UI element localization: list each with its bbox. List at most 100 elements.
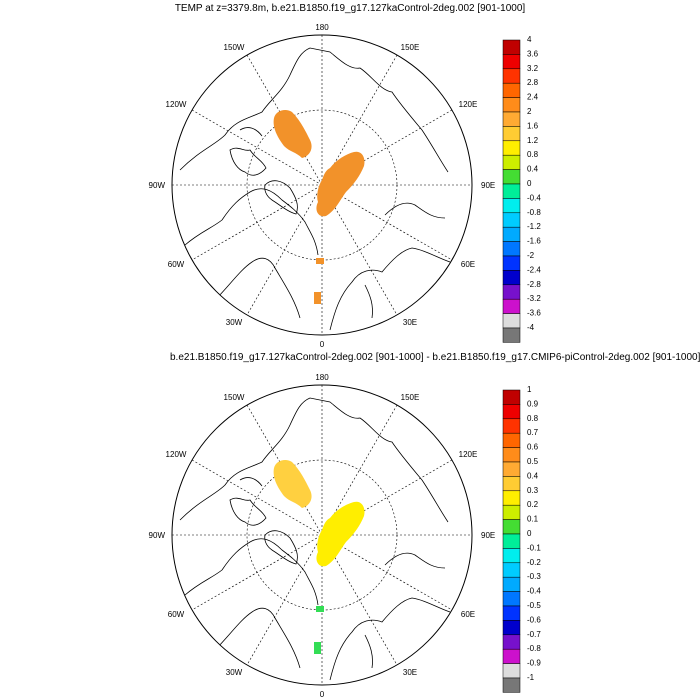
colorbar-tick-label: 0.4 <box>527 471 539 480</box>
lon-label-150w: 150W <box>224 43 245 52</box>
colorbar-tick-label: -3.6 <box>527 309 541 318</box>
lon-label-150e: 150E <box>401 43 420 52</box>
colorbar-swatch <box>502 591 521 607</box>
colorbar-swatch <box>502 432 521 448</box>
colorbar-swatch <box>502 126 521 142</box>
colorbar-tick-label: -0.8 <box>527 644 541 653</box>
panel-2-title: b.e21.B1850.f19_g17.127kaControl-2deg.00… <box>170 352 700 363</box>
colorbar-swatch <box>502 327 521 343</box>
colorbar-tick-label: -0.4 <box>527 587 541 596</box>
lon-label-180: 180 <box>315 23 329 32</box>
colorbar-tick-label: 1 <box>527 385 532 394</box>
colorbar-tick-label: -0.3 <box>527 572 541 581</box>
lon-label-30w: 30W <box>226 668 243 677</box>
colorbar-tick-label: -0.5 <box>527 601 541 610</box>
colorbar-swatch <box>502 519 521 535</box>
colorbar-tick-label: 0 <box>527 179 532 188</box>
colorbar-tick-label: -2 <box>527 251 535 260</box>
colorbar-swatch <box>502 111 521 127</box>
colorbar-swatch <box>502 212 521 228</box>
colorbar-swatch <box>502 241 521 257</box>
colorbar-swatch <box>502 620 521 636</box>
colorbar-swatch <box>502 548 521 564</box>
lon-label-120e: 120E <box>459 450 478 459</box>
lon-label-30e: 30E <box>403 318 417 327</box>
panel-2-map: 180 0 90W 90E 150W 120W 150E 120E 60W 30… <box>149 373 496 699</box>
lon-label-0: 0 <box>320 340 325 349</box>
lon-label-150w: 150W <box>224 393 245 402</box>
lon-label-120e: 120E <box>459 100 478 109</box>
anomaly-region-small-1 <box>316 606 324 612</box>
colorbar-swatch <box>502 461 521 477</box>
colorbar-tick-label: 1.6 <box>527 121 539 130</box>
colorbar-tick-label: 2.4 <box>527 93 539 102</box>
anomaly-region-small-1 <box>316 258 324 264</box>
anomaly-region-canada <box>273 460 312 508</box>
colorbar-tick-label: 3.2 <box>527 64 539 73</box>
colorbar-tick-label: 3.6 <box>527 49 539 58</box>
colorbar-swatch <box>502 576 521 592</box>
colorbar-tick-label: -1.2 <box>527 222 541 231</box>
colorbar-swatch <box>502 476 521 492</box>
lon-label-60e: 60E <box>461 610 475 619</box>
colorbar-swatch <box>502 183 521 199</box>
lon-label-120w: 120W <box>166 100 187 109</box>
colorbar-swatch <box>502 634 521 650</box>
colorbar-swatch <box>502 605 521 621</box>
colorbar-swatch <box>502 270 521 286</box>
colorbar-tick-label: -0.2 <box>527 558 541 567</box>
anomaly-region-small-2 <box>314 292 321 304</box>
colorbar-swatch <box>502 169 521 185</box>
colorbar-tick-label: 0.8 <box>527 414 539 423</box>
colorbar-1: 4 3.6 3.2 2.8 2.4 2 1.6 1.2 0.8 0.4 0 -0.4 -0.8 -1.2 -… <box>502 35 541 343</box>
colorbar-tick-label: 1.2 <box>527 136 539 145</box>
colorbar-tick-label: 0.3 <box>527 486 539 495</box>
colorbar-swatch <box>502 154 521 170</box>
lon-label-30e: 30E <box>403 668 417 677</box>
colorbar-swatch <box>502 97 521 113</box>
lon-label-0: 0 <box>320 690 325 699</box>
panel-1-map: 180 0 90W 90E 150W 120W 150E 120E 60W 30… <box>149 23 496 349</box>
colorbar-tick-label: -2.8 <box>527 280 541 289</box>
colorbar-swatch <box>502 562 521 578</box>
colorbar-tick-label: -0.1 <box>527 543 541 552</box>
colorbar-swatch <box>502 226 521 242</box>
colorbar-tick-label: 2 <box>527 107 532 116</box>
colorbar-tick-label: 0.1 <box>527 515 539 524</box>
colorbar-swatch <box>502 39 521 55</box>
lon-label-60e: 60E <box>461 260 475 269</box>
lon-label-60w: 60W <box>168 260 185 269</box>
lon-label-150e: 150E <box>401 393 420 402</box>
anomaly-region-arctic <box>316 151 365 217</box>
colorbar-tick-label: 4 <box>527 35 532 44</box>
colorbar-swatch <box>502 198 521 214</box>
colorbar-tick-label: -4 <box>527 323 535 332</box>
colorbar-swatch <box>502 313 521 329</box>
colorbar-swatch <box>502 404 521 420</box>
colorbar-tick-label: -0.9 <box>527 659 541 668</box>
colorbar-tick-label: 0.8 <box>527 150 539 159</box>
colorbar-swatch <box>502 284 521 300</box>
colorbar-swatch <box>502 648 521 664</box>
colorbar-swatch <box>502 68 521 84</box>
colorbar-swatch <box>502 418 521 434</box>
colorbar-tick-label: 0.2 <box>527 500 539 509</box>
colorbar-swatch <box>502 54 521 70</box>
colorbar-tick-label: 2.8 <box>527 78 539 87</box>
colorbar-swatch <box>502 255 521 271</box>
colorbar-swatch <box>502 82 521 98</box>
colorbar-swatch <box>502 140 521 156</box>
panel-1-title: TEMP at z=3379.8m, b.e21.B1850.f19_g17.1… <box>174 3 526 14</box>
colorbar-swatch <box>502 663 521 679</box>
colorbar-tick-label: -1 <box>527 673 535 682</box>
colorbar-tick-label: 0.9 <box>527 399 539 408</box>
lon-label-90e: 90E <box>481 181 495 190</box>
colorbar-tick-label: -2.4 <box>527 265 541 274</box>
colorbar-swatch <box>502 389 521 405</box>
colorbar-tick-label: 0.4 <box>527 165 539 174</box>
colorbar-swatch <box>502 490 521 506</box>
lon-label-180: 180 <box>315 373 329 382</box>
colorbar-tick-label: -3.2 <box>527 294 541 303</box>
colorbar-swatch <box>502 298 521 314</box>
